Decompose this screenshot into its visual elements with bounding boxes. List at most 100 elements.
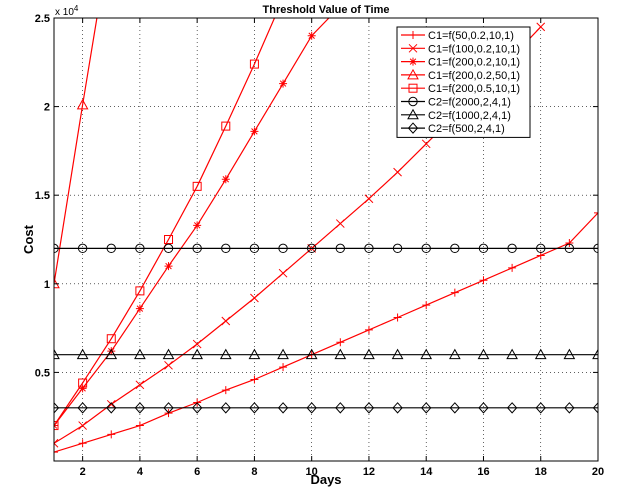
data-point-triangle: [506, 348, 518, 360]
data-point-plus: [565, 239, 574, 248]
data-point-circle: [106, 243, 116, 254]
data-point-plus: [508, 263, 517, 272]
data-point-triangle: [54, 348, 60, 360]
data-point-circle: [77, 243, 88, 254]
x-tick-label: 8: [251, 466, 257, 478]
data-point-triangle: [334, 348, 347, 360]
legend-label: C1=f(200,0.2,10,1): [428, 57, 520, 69]
data-point-plus: [336, 338, 345, 347]
data-point-circle: [564, 243, 575, 254]
data-point-plus: [54, 448, 58, 457]
data-point-star: [221, 175, 230, 184]
data-point-triangle: [477, 348, 490, 360]
series-line: [54, 18, 276, 426]
y-tick-label: 0.5: [35, 367, 50, 379]
data-point-triangle: [592, 348, 598, 360]
data-point-diamond: [392, 402, 403, 414]
legend-item: C1=f(200,0.2,50,1): [401, 68, 520, 82]
x-tick-label: 12: [363, 466, 375, 478]
data-point-star: [164, 262, 173, 271]
data-point-diamond: [506, 402, 518, 414]
series-3: [54, 18, 330, 430]
data-point-diamond: [335, 402, 346, 414]
legend-label: C1=f(200,0.5,10,1): [428, 83, 520, 95]
data-point-diamond: [249, 402, 260, 414]
data-point-triangle: [277, 348, 289, 360]
data-point-diamond: [407, 122, 419, 134]
data-point-x: [192, 339, 202, 349]
data-point-diamond: [106, 402, 117, 414]
data-point-triangle: [407, 108, 419, 120]
data-point-diamond: [592, 402, 598, 414]
data-point-triangle: [363, 348, 375, 360]
data-point-triangle: [305, 348, 318, 360]
x-tick-label: 16: [477, 466, 489, 478]
data-point-triangle: [534, 348, 547, 360]
legend-box: [396, 26, 531, 138]
legend-item: C1=f(200,0.5,10,1): [401, 83, 520, 95]
x-tick-label: 18: [535, 466, 547, 478]
data-point-triangle: [420, 348, 433, 360]
data-point-x: [536, 22, 546, 32]
data-point-circle: [221, 243, 231, 254]
data-point-plus: [107, 430, 116, 439]
data-point-circle: [421, 243, 431, 254]
data-point-square: [249, 59, 259, 69]
data-point-diamond: [191, 402, 203, 414]
data-point-star: [307, 31, 316, 40]
data-point-square: [54, 421, 59, 431]
data-point-x: [221, 316, 231, 326]
data-point-star: [409, 57, 417, 66]
data-point-x: [408, 43, 418, 53]
y-tick-label: 1: [44, 279, 50, 291]
x-tick-label: 10: [306, 466, 318, 478]
x-tick-label: 20: [592, 466, 604, 478]
data-point-triangle: [248, 348, 261, 360]
data-point-square: [78, 378, 88, 388]
legend: C1=f(50,0.2,10,1)C1=f(100,0.2,10,1) C1=f(…: [396, 26, 531, 138]
data-point-plus: [221, 386, 230, 395]
series-7: [54, 348, 598, 360]
data-point-plus: [409, 31, 417, 39]
data-point-x: [54, 438, 59, 448]
data-point-diamond: [449, 402, 461, 414]
data-point-x: [278, 268, 288, 278]
series-8: [54, 402, 598, 414]
data-point-x: [364, 194, 374, 204]
data-point-star: [135, 304, 144, 313]
data-point-square: [135, 286, 145, 296]
data-point-triangle: [76, 348, 89, 360]
data-point-triangle: [563, 348, 576, 360]
data-point-triangle: [219, 348, 232, 360]
data-point-square: [106, 334, 116, 344]
data-point-plus: [479, 276, 488, 285]
data-point-diamond: [54, 402, 60, 414]
data-point-x: [421, 139, 431, 149]
series-6: [54, 243, 598, 254]
data-point-plus: [393, 313, 402, 322]
legend-label: C2=f(500,2,4,1): [428, 123, 505, 135]
data-point-x: [393, 167, 402, 177]
data-point-diamond: [306, 402, 317, 414]
data-point-circle: [249, 243, 260, 254]
data-point-x: [135, 380, 145, 390]
data-point-circle: [135, 243, 145, 254]
data-point-circle: [478, 243, 489, 254]
data-point-plus: [135, 421, 144, 430]
data-point-diamond: [77, 402, 88, 414]
data-point-circle: [392, 243, 403, 254]
data-point-plus: [364, 325, 373, 334]
series-line: [54, 18, 98, 284]
data-point-x: [106, 399, 116, 409]
data-point-circle: [306, 243, 317, 254]
y-tick-label: 1.5: [35, 190, 50, 202]
y-tick-label: 2.5: [35, 13, 50, 25]
series-5: [54, 18, 276, 431]
data-point-triangle: [391, 348, 404, 360]
axes-box: [53, 17, 599, 462]
data-point-diamond: [363, 402, 375, 414]
data-point-star: [78, 384, 87, 393]
data-point-plus: [279, 363, 288, 372]
data-point-plus: [250, 375, 259, 384]
data-point-triangle: [134, 348, 146, 360]
